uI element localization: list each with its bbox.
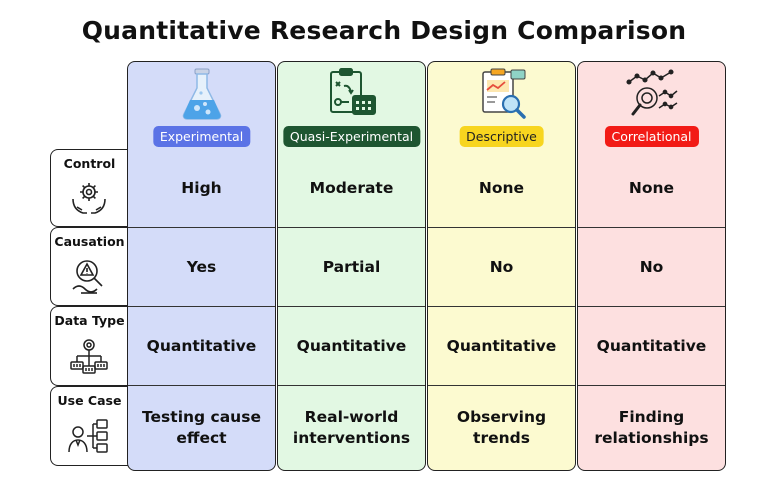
badge-quasi-experimental: Quasi-Experimental	[282, 126, 421, 147]
flask-icon	[182, 68, 221, 120]
divider	[578, 227, 725, 228]
divider	[278, 385, 425, 386]
badge-experimental: Experimental	[152, 126, 251, 147]
cell-use-case: Testing cause effect	[142, 408, 261, 447]
cell-use-case: Finding relationships	[594, 408, 709, 447]
person-diagram-icon	[68, 419, 108, 453]
column-experimental: Experimental High Yes Quantitative Testi…	[127, 61, 276, 471]
badge-descriptive: Descriptive	[459, 126, 544, 147]
badge-correlational: Correlational	[604, 126, 699, 147]
divider	[428, 306, 575, 307]
cell-use-case: Real-world interventions	[292, 408, 411, 447]
cell-causation: No	[639, 257, 664, 276]
warning-magnifier-icon	[72, 260, 103, 294]
row-label-text: Data Type	[54, 313, 125, 328]
cell-control: Moderate	[309, 179, 394, 198]
row-label-text: Control	[63, 156, 116, 171]
page-title: Quantitative Research Design Comparison	[81, 16, 687, 45]
cell-control: None	[478, 179, 525, 198]
row-label-text: Causation	[54, 234, 125, 249]
divider	[278, 227, 425, 228]
cell-causation: Partial	[322, 257, 381, 276]
divider	[128, 227, 275, 228]
cell-data-type: Quantitative	[446, 336, 557, 355]
row-label-causation: Causation	[50, 227, 128, 306]
divider	[128, 385, 275, 386]
cell-causation: No	[489, 257, 514, 276]
cell-control: High	[181, 179, 222, 198]
cell-data-type: Quantitative	[596, 336, 707, 355]
column-descriptive: Descriptive None No Quantitative Observi…	[427, 61, 576, 471]
data-flow-icon	[70, 339, 108, 374]
divider	[278, 306, 425, 307]
column-correlational: Correlational None No Quantitative Findi…	[577, 61, 726, 471]
clipboard-calendar-icon	[329, 68, 376, 115]
divider	[428, 385, 575, 386]
cell-control: None	[628, 179, 675, 198]
cell-causation: Yes	[186, 257, 217, 276]
column-quasi-experimental: Quasi-Experimental Moderate Partial Quan…	[277, 61, 426, 471]
divider	[578, 306, 725, 307]
scatter-magnifier-icon	[625, 69, 677, 116]
row-label-data-type: Data Type	[50, 306, 128, 386]
divider	[428, 227, 575, 228]
cell-use-case: Observing trends	[456, 408, 547, 447]
row-label-use-case: Use Case	[50, 386, 128, 466]
row-label-text: Use Case	[57, 393, 122, 408]
row-label-control: Control	[50, 149, 128, 227]
chart-magnifier-icon	[481, 68, 526, 119]
divider	[128, 306, 275, 307]
cell-data-type: Quantitative	[146, 336, 257, 355]
gear-hands-icon	[72, 183, 106, 214]
divider	[578, 385, 725, 386]
cell-data-type: Quantitative	[296, 336, 407, 355]
